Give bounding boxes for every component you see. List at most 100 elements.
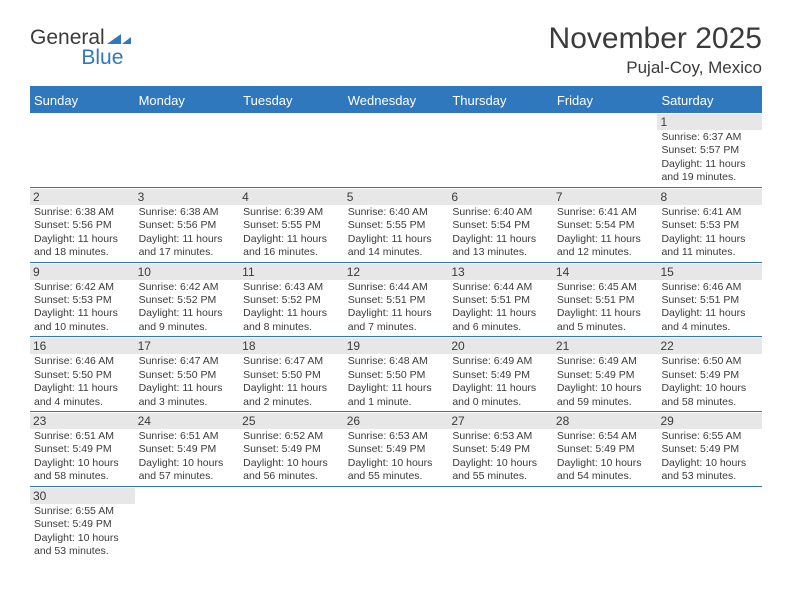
day-info: Sunrise: 6:51 AMSunset: 5:49 PMDaylight:… bbox=[34, 430, 131, 484]
location: Pujal-Coy, Mexico bbox=[549, 58, 762, 78]
daylight-text: Daylight: 11 hours and 16 minutes. bbox=[243, 233, 340, 260]
day-cell bbox=[135, 113, 240, 187]
sunrise-text: Sunrise: 6:38 AM bbox=[34, 206, 131, 219]
sunset-text: Sunset: 5:54 PM bbox=[452, 219, 549, 232]
day-number-blank bbox=[135, 488, 240, 504]
sunset-text: Sunset: 5:51 PM bbox=[557, 294, 654, 307]
weekday-header: Friday bbox=[553, 88, 658, 113]
day-number: 3 bbox=[135, 189, 240, 205]
day-cell: 6Sunrise: 6:40 AMSunset: 5:54 PMDaylight… bbox=[448, 188, 553, 262]
day-number-blank bbox=[239, 114, 344, 130]
sunrise-text: Sunrise: 6:47 AM bbox=[139, 355, 236, 368]
day-info: Sunrise: 6:44 AMSunset: 5:51 PMDaylight:… bbox=[348, 281, 445, 335]
daylight-text: Daylight: 11 hours and 9 minutes. bbox=[139, 307, 236, 334]
weekday-header: Thursday bbox=[448, 88, 553, 113]
day-number: 25 bbox=[239, 413, 344, 429]
sunset-text: Sunset: 5:55 PM bbox=[243, 219, 340, 232]
day-number: 1 bbox=[657, 114, 762, 130]
day-number: 6 bbox=[448, 189, 553, 205]
sunrise-text: Sunrise: 6:45 AM bbox=[557, 281, 654, 294]
day-info: Sunrise: 6:54 AMSunset: 5:49 PMDaylight:… bbox=[557, 430, 654, 484]
sunset-text: Sunset: 5:50 PM bbox=[34, 369, 131, 382]
day-cell: 23Sunrise: 6:51 AMSunset: 5:49 PMDayligh… bbox=[30, 412, 135, 486]
sunrise-text: Sunrise: 6:41 AM bbox=[557, 206, 654, 219]
day-number: 5 bbox=[344, 189, 449, 205]
day-cell: 11Sunrise: 6:43 AMSunset: 5:52 PMDayligh… bbox=[239, 263, 344, 337]
day-number: 28 bbox=[553, 413, 658, 429]
sunset-text: Sunset: 5:49 PM bbox=[452, 443, 549, 456]
day-cell: 5Sunrise: 6:40 AMSunset: 5:55 PMDaylight… bbox=[344, 188, 449, 262]
sunset-text: Sunset: 5:49 PM bbox=[348, 443, 445, 456]
sunset-text: Sunset: 5:49 PM bbox=[243, 443, 340, 456]
sunrise-text: Sunrise: 6:55 AM bbox=[661, 430, 758, 443]
day-cell: 20Sunrise: 6:49 AMSunset: 5:49 PMDayligh… bbox=[448, 337, 553, 411]
weekday-header: Monday bbox=[135, 88, 240, 113]
day-number: 27 bbox=[448, 413, 553, 429]
day-number-blank bbox=[239, 488, 344, 504]
day-info: Sunrise: 6:43 AMSunset: 5:52 PMDaylight:… bbox=[243, 281, 340, 335]
day-info: Sunrise: 6:38 AMSunset: 5:56 PMDaylight:… bbox=[34, 206, 131, 260]
day-number-blank bbox=[344, 488, 449, 504]
day-cell bbox=[344, 113, 449, 187]
daylight-text: Daylight: 11 hours and 4 minutes. bbox=[34, 382, 131, 409]
weekday-header-row: Sunday Monday Tuesday Wednesday Thursday… bbox=[30, 88, 762, 113]
day-cell: 8Sunrise: 6:41 AMSunset: 5:53 PMDaylight… bbox=[657, 188, 762, 262]
day-number: 2 bbox=[30, 189, 135, 205]
day-cell bbox=[553, 487, 658, 561]
day-number-blank bbox=[553, 488, 658, 504]
day-info: Sunrise: 6:53 AMSunset: 5:49 PMDaylight:… bbox=[452, 430, 549, 484]
day-info: Sunrise: 6:40 AMSunset: 5:55 PMDaylight:… bbox=[348, 206, 445, 260]
sunset-text: Sunset: 5:56 PM bbox=[34, 219, 131, 232]
sunrise-text: Sunrise: 6:43 AM bbox=[243, 281, 340, 294]
sunrise-text: Sunrise: 6:53 AM bbox=[348, 430, 445, 443]
sunset-text: Sunset: 5:56 PM bbox=[139, 219, 236, 232]
daylight-text: Daylight: 11 hours and 5 minutes. bbox=[557, 307, 654, 334]
day-cell bbox=[30, 113, 135, 187]
sunrise-text: Sunrise: 6:41 AM bbox=[661, 206, 758, 219]
sunrise-text: Sunrise: 6:47 AM bbox=[243, 355, 340, 368]
sunrise-text: Sunrise: 6:42 AM bbox=[139, 281, 236, 294]
day-info: Sunrise: 6:44 AMSunset: 5:51 PMDaylight:… bbox=[452, 281, 549, 335]
daylight-text: Daylight: 11 hours and 6 minutes. bbox=[452, 307, 549, 334]
day-cell: 1Sunrise: 6:37 AMSunset: 5:57 PMDaylight… bbox=[657, 113, 762, 187]
sunset-text: Sunset: 5:51 PM bbox=[348, 294, 445, 307]
daylight-text: Daylight: 11 hours and 1 minute. bbox=[348, 382, 445, 409]
day-cell bbox=[344, 487, 449, 561]
daylight-text: Daylight: 10 hours and 53 minutes. bbox=[661, 457, 758, 484]
day-info: Sunrise: 6:50 AMSunset: 5:49 PMDaylight:… bbox=[661, 355, 758, 409]
day-info: Sunrise: 6:49 AMSunset: 5:49 PMDaylight:… bbox=[557, 355, 654, 409]
sunset-text: Sunset: 5:49 PM bbox=[452, 369, 549, 382]
day-info: Sunrise: 6:48 AMSunset: 5:50 PMDaylight:… bbox=[348, 355, 445, 409]
day-cell bbox=[553, 113, 658, 187]
day-number: 10 bbox=[135, 264, 240, 280]
day-number-blank bbox=[344, 114, 449, 130]
day-number: 30 bbox=[30, 488, 135, 504]
sunset-text: Sunset: 5:50 PM bbox=[243, 369, 340, 382]
day-number-blank bbox=[135, 114, 240, 130]
day-cell: 14Sunrise: 6:45 AMSunset: 5:51 PMDayligh… bbox=[553, 263, 658, 337]
day-number: 22 bbox=[657, 338, 762, 354]
day-number: 23 bbox=[30, 413, 135, 429]
calendar-row: 16Sunrise: 6:46 AMSunset: 5:50 PMDayligh… bbox=[30, 337, 762, 412]
day-cell: 17Sunrise: 6:47 AMSunset: 5:50 PMDayligh… bbox=[135, 337, 240, 411]
day-cell: 19Sunrise: 6:48 AMSunset: 5:50 PMDayligh… bbox=[344, 337, 449, 411]
daylight-text: Daylight: 11 hours and 18 minutes. bbox=[34, 233, 131, 260]
sunset-text: Sunset: 5:57 PM bbox=[661, 144, 758, 157]
day-info: Sunrise: 6:51 AMSunset: 5:49 PMDaylight:… bbox=[139, 430, 236, 484]
day-number: 19 bbox=[344, 338, 449, 354]
daylight-text: Daylight: 11 hours and 12 minutes. bbox=[557, 233, 654, 260]
day-number-blank bbox=[30, 114, 135, 130]
day-cell: 27Sunrise: 6:53 AMSunset: 5:49 PMDayligh… bbox=[448, 412, 553, 486]
day-number: 24 bbox=[135, 413, 240, 429]
daylight-text: Daylight: 10 hours and 56 minutes. bbox=[243, 457, 340, 484]
day-cell: 26Sunrise: 6:53 AMSunset: 5:49 PMDayligh… bbox=[344, 412, 449, 486]
day-info: Sunrise: 6:41 AMSunset: 5:54 PMDaylight:… bbox=[557, 206, 654, 260]
sunrise-text: Sunrise: 6:37 AM bbox=[661, 131, 758, 144]
daylight-text: Daylight: 11 hours and 4 minutes. bbox=[661, 307, 758, 334]
sunrise-text: Sunrise: 6:46 AM bbox=[661, 281, 758, 294]
day-cell: 25Sunrise: 6:52 AMSunset: 5:49 PMDayligh… bbox=[239, 412, 344, 486]
day-cell: 7Sunrise: 6:41 AMSunset: 5:54 PMDaylight… bbox=[553, 188, 658, 262]
sunset-text: Sunset: 5:51 PM bbox=[661, 294, 758, 307]
logo-line2: GeneBlue bbox=[30, 46, 123, 70]
daylight-text: Daylight: 10 hours and 59 minutes. bbox=[557, 382, 654, 409]
